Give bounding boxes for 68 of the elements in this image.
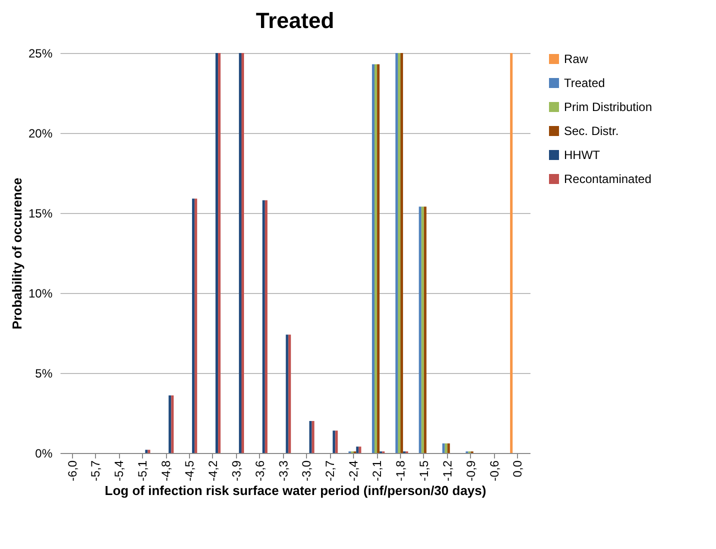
bar bbox=[312, 421, 314, 453]
bar bbox=[335, 430, 338, 453]
bar bbox=[145, 450, 148, 453]
bar bbox=[444, 443, 448, 453]
bar bbox=[421, 206, 424, 453]
bar bbox=[171, 395, 174, 453]
x-tick-label: -5,7 bbox=[88, 460, 103, 482]
legend-label: Treated bbox=[564, 76, 605, 90]
bar bbox=[424, 206, 426, 453]
bar bbox=[192, 198, 195, 453]
y-tick-label: 5% bbox=[35, 366, 53, 380]
x-tick-label: -5,4 bbox=[112, 460, 126, 482]
legend-label: HHWT bbox=[564, 148, 601, 162]
legend-label: Prim Distribution bbox=[564, 100, 652, 114]
legend-label: Sec. Distr. bbox=[564, 124, 619, 138]
bar bbox=[398, 53, 400, 453]
bar bbox=[374, 64, 378, 453]
bar bbox=[241, 53, 244, 453]
x-tick-label: -3,3 bbox=[276, 460, 290, 482]
x-tick-label: -5,1 bbox=[136, 460, 150, 482]
x-tick-label: -1,2 bbox=[440, 460, 454, 482]
bar bbox=[264, 200, 268, 453]
bar bbox=[358, 446, 362, 453]
y-axis-title: Probability of occurence bbox=[9, 178, 24, 330]
x-axis-title: Log of infection risk surface water period (inf/person/30 days) bbox=[104, 483, 486, 498]
chart-title: Treated bbox=[256, 8, 334, 33]
bar bbox=[400, 53, 404, 453]
legend-label: Recontaminated bbox=[564, 172, 652, 186]
bar bbox=[377, 64, 380, 453]
x-tick-label: -2,4 bbox=[346, 460, 361, 482]
x-tick-label: -4,8 bbox=[159, 460, 174, 482]
y-tick-label: 0% bbox=[35, 446, 53, 460]
x-tick-label: -2,7 bbox=[323, 460, 338, 482]
bar bbox=[332, 430, 336, 453]
x-tick-label: -2,1 bbox=[370, 460, 384, 482]
bar bbox=[309, 421, 312, 453]
bar bbox=[356, 446, 359, 453]
bar bbox=[418, 206, 422, 453]
bar bbox=[262, 200, 265, 453]
bar bbox=[288, 334, 291, 453]
bar bbox=[372, 64, 375, 453]
x-tick-label: -1,5 bbox=[416, 460, 431, 482]
bar bbox=[447, 443, 450, 453]
x-tick-label: -1,8 bbox=[393, 460, 408, 482]
bar bbox=[395, 53, 398, 453]
bar bbox=[442, 443, 445, 453]
bar bbox=[510, 53, 513, 453]
x-tick-label: -4,5 bbox=[182, 460, 197, 482]
y-tick-label: 10% bbox=[28, 286, 53, 300]
bar bbox=[218, 53, 221, 453]
x-tick-label: -0,9 bbox=[464, 460, 478, 482]
y-tick-label: 20% bbox=[28, 126, 53, 140]
x-tick-label: -3,9 bbox=[229, 460, 244, 482]
bar bbox=[215, 53, 218, 453]
bar bbox=[286, 334, 288, 453]
x-tick-label: -3,0 bbox=[300, 460, 314, 482]
x-tick-label: -4,2 bbox=[206, 460, 220, 482]
x-tick-label: 0,0 bbox=[510, 460, 525, 478]
y-tick-label: 25% bbox=[28, 46, 53, 60]
x-tick-label: -3,6 bbox=[252, 460, 267, 482]
bar bbox=[238, 53, 242, 453]
legend-label: Raw bbox=[564, 52, 588, 66]
y-tick-label: 15% bbox=[28, 206, 53, 220]
bar bbox=[194, 198, 198, 453]
x-tick-label: -6,0 bbox=[65, 460, 80, 482]
bar bbox=[148, 450, 150, 453]
x-tick-label: -0,6 bbox=[487, 460, 502, 482]
bar bbox=[168, 395, 172, 453]
